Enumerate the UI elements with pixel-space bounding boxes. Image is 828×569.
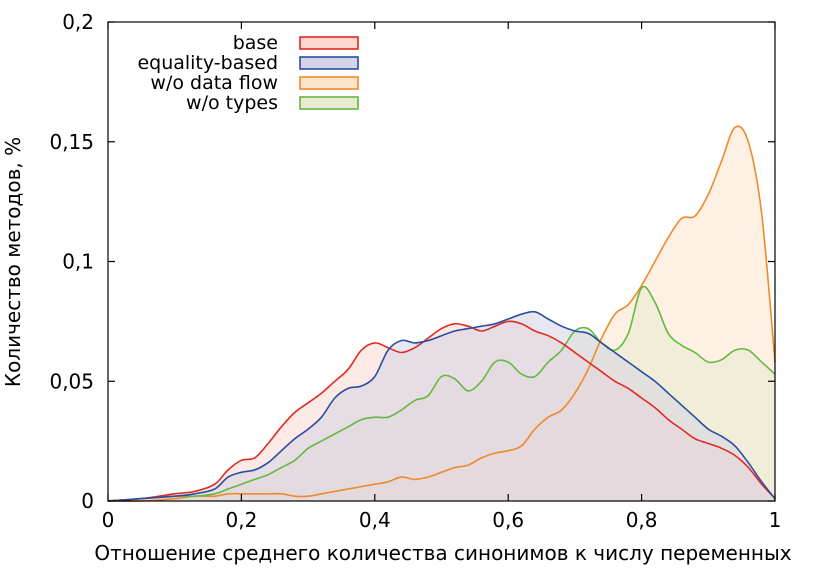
y-tick-label: 0,05: [49, 369, 94, 393]
legend-label: equality-based: [137, 52, 278, 74]
legend-label: base: [233, 32, 278, 54]
y-axis-title: Количество методов, %: [1, 137, 25, 387]
x-tick-labels: 0 0,2 0,4 0,6 0,8 1: [102, 508, 782, 532]
y-tick-labels: 0 0,05 0,1 0,15 0,2: [49, 10, 94, 513]
x-tick-label: 1: [769, 508, 782, 532]
y-tick-label: 0,1: [62, 250, 94, 274]
x-tick-label: 0,2: [225, 508, 257, 532]
legend-label: w/o data flow: [150, 72, 278, 94]
series-line-base: [107, 320, 776, 502]
y-tick-label: 0,15: [49, 130, 94, 154]
x-tick-label: 0,6: [492, 508, 524, 532]
x-axis-title: Отношение среднего количества синонимов …: [94, 541, 791, 565]
y-tick-label: 0: [81, 489, 94, 513]
x-tick-label: 0: [102, 508, 115, 532]
legend-swatch: [299, 56, 359, 70]
y-tick-label: 0,2: [62, 10, 94, 34]
legend-swatch: [299, 76, 359, 90]
x-tick-label: 0,4: [359, 508, 391, 532]
series-fill-equality-based: [108, 311, 775, 501]
series-areas: [107, 125, 776, 502]
series-line-w-o-types: [107, 285, 776, 502]
legend-swatch: [299, 96, 359, 110]
axes: [107, 21, 776, 502]
legend-swatch: [299, 36, 359, 50]
x-tick-label: 0,8: [626, 508, 658, 532]
series-line-equality-based: [107, 310, 776, 502]
legend-label: w/o types: [186, 92, 278, 114]
series-line-w-o-data-flow: [107, 125, 776, 502]
